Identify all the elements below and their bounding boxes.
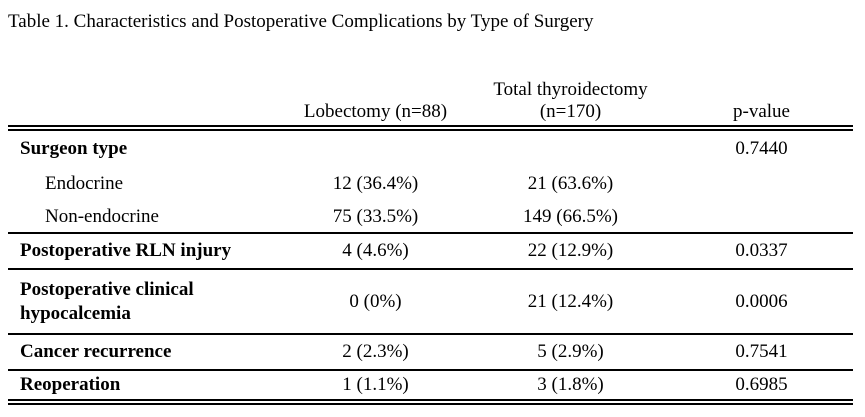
header-lobectomy: Lobectomy (n=88) bbox=[298, 64, 453, 131]
lobectomy-value: 4 (4.6%) bbox=[298, 233, 453, 270]
p-value: 0.7541 bbox=[688, 334, 853, 371]
characteristics-table: Lobectomy (n=88) Total thyroidectomy (n=… bbox=[8, 64, 853, 405]
header-total-thyroidectomy: Total thyroidectomy (n=170) bbox=[453, 64, 688, 131]
table-row: Cancer recurrence 2 (2.3%) 5 (2.9%) 0.7541 bbox=[8, 334, 853, 371]
lobectomy-value: 1 (1.1%) bbox=[298, 370, 453, 405]
p-value: 0.6985 bbox=[688, 370, 853, 405]
row-label: Surgeon type bbox=[20, 137, 128, 159]
row-label: Non-endocrine bbox=[8, 201, 298, 234]
lobectomy-value bbox=[298, 128, 453, 166]
lobectomy-value: 75 (33.5%) bbox=[298, 201, 453, 234]
table-row: Non-endocrine 75 (33.5%) 149 (66.5%) bbox=[8, 201, 853, 234]
p-value bbox=[688, 166, 853, 201]
total-thyroidectomy-value bbox=[453, 128, 688, 166]
table-body: Surgeon type 0.7440 Endocrine 12 (36.4%) 21 … bbox=[8, 128, 853, 405]
header-p-value: p-value bbox=[688, 64, 853, 131]
total-thyroidectomy-value: 149 (66.5%) bbox=[453, 201, 688, 234]
p-value: 0.0337 bbox=[688, 233, 853, 270]
total-thyroidectomy-value: 22 (12.9%) bbox=[453, 233, 688, 270]
header-empty-cell bbox=[8, 64, 298, 131]
lobectomy-value: 12 (36.4%) bbox=[332, 172, 419, 194]
table-row: Endocrine 12 (36.4%) 21 (63.6%) bbox=[8, 166, 853, 201]
row-label: Postoperative clinical hypocalcemia bbox=[8, 269, 298, 335]
table-header: Lobectomy (n=88) Total thyroidectomy (n=… bbox=[8, 64, 853, 131]
total-thyroidectomy-value: 5 (2.9%) bbox=[453, 334, 688, 371]
total-thyroidectomy-value: 3 (1.8%) bbox=[453, 370, 688, 405]
p-value bbox=[688, 201, 853, 234]
table-title: Table 1. Characteristics and Postoperati… bbox=[8, 11, 594, 32]
p-value: 0.0006 bbox=[688, 269, 853, 335]
header-row: Lobectomy (n=88) Total thyroidectomy (n=… bbox=[8, 64, 853, 131]
row-label: Postoperative RLN injury bbox=[8, 233, 298, 270]
lobectomy-value: 2 (2.3%) bbox=[298, 334, 453, 371]
row-label: Cancer recurrence bbox=[8, 334, 298, 371]
p-value: 0.7440 bbox=[735, 137, 788, 159]
table-row: Postoperative RLN injury 4 (4.6%) 22 (12.9… bbox=[8, 233, 853, 270]
lobectomy-value: 0 (0%) bbox=[298, 269, 453, 335]
row-label: Endocrine bbox=[45, 172, 124, 194]
total-thyroidectomy-value: 21 (12.4%) bbox=[453, 269, 688, 335]
total-thyroidectomy-value: 21 (63.6%) bbox=[527, 172, 614, 194]
table-row: Reoperation 1 (1.1%) 3 (1.8%) 0.6985 bbox=[8, 370, 853, 405]
table-row: Postoperative clinical hypocalcemia 0 (0%… bbox=[8, 269, 853, 335]
row-label: Reoperation bbox=[8, 370, 298, 405]
table-row: Surgeon type 0.7440 bbox=[8, 128, 853, 166]
